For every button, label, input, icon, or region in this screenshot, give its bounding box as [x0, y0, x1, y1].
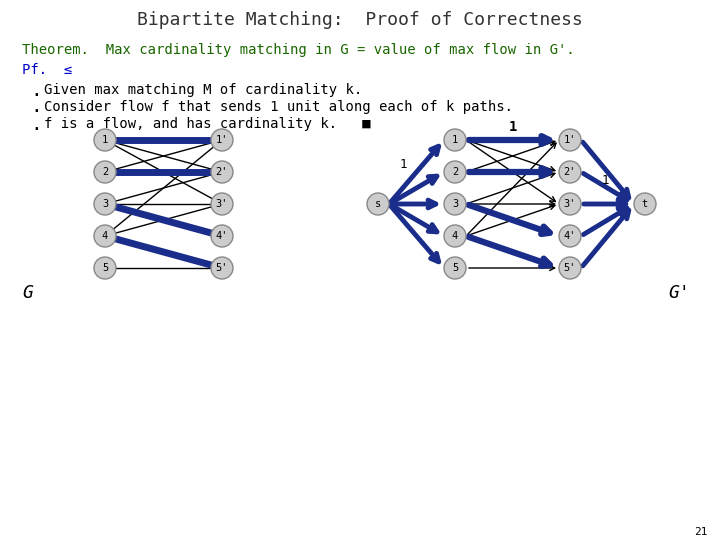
Text: 5: 5	[452, 263, 458, 273]
Circle shape	[444, 257, 466, 279]
Text: 2': 2'	[216, 167, 228, 177]
Text: Given max matching M of cardinality k.: Given max matching M of cardinality k.	[44, 83, 362, 97]
Text: .: .	[30, 98, 42, 117]
Text: 3': 3'	[216, 199, 228, 209]
Text: Theorem.  Max cardinality matching in G = value of max flow in G'.: Theorem. Max cardinality matching in G =…	[22, 43, 575, 57]
Circle shape	[559, 257, 581, 279]
Circle shape	[94, 225, 116, 247]
Circle shape	[94, 161, 116, 183]
Text: 1: 1	[508, 120, 517, 134]
Text: 4': 4'	[216, 231, 228, 241]
Text: t: t	[642, 199, 648, 209]
Circle shape	[559, 225, 581, 247]
Text: 4: 4	[102, 231, 108, 241]
Text: 5: 5	[102, 263, 108, 273]
Circle shape	[367, 193, 389, 215]
Text: 21: 21	[695, 527, 708, 537]
Circle shape	[94, 257, 116, 279]
Text: 2: 2	[102, 167, 108, 177]
Circle shape	[444, 129, 466, 151]
Text: 4': 4'	[564, 231, 576, 241]
Text: Consider flow f that sends 1 unit along each of k paths.: Consider flow f that sends 1 unit along …	[44, 100, 513, 114]
Circle shape	[444, 225, 466, 247]
Text: 1: 1	[400, 158, 407, 171]
Text: G': G'	[668, 284, 690, 302]
Text: 1': 1'	[216, 135, 228, 145]
Circle shape	[211, 129, 233, 151]
Text: 2': 2'	[564, 167, 576, 177]
Text: .: .	[30, 80, 42, 99]
Circle shape	[444, 161, 466, 183]
Circle shape	[559, 161, 581, 183]
Circle shape	[211, 161, 233, 183]
Circle shape	[634, 193, 656, 215]
Text: s: s	[375, 199, 381, 209]
Text: 1: 1	[452, 135, 458, 145]
Circle shape	[559, 193, 581, 215]
Circle shape	[444, 193, 466, 215]
Circle shape	[211, 193, 233, 215]
Text: Pf.  ≤: Pf. ≤	[22, 63, 72, 77]
Circle shape	[211, 257, 233, 279]
Circle shape	[94, 193, 116, 215]
Text: G: G	[22, 284, 33, 302]
Circle shape	[94, 129, 116, 151]
Text: 1': 1'	[564, 135, 576, 145]
Text: 1: 1	[601, 173, 608, 186]
Text: 1: 1	[102, 135, 108, 145]
Text: 3: 3	[102, 199, 108, 209]
Text: 3': 3'	[564, 199, 576, 209]
Text: 2: 2	[452, 167, 458, 177]
Text: .: .	[30, 114, 42, 133]
Circle shape	[559, 129, 581, 151]
Text: 5': 5'	[216, 263, 228, 273]
Text: Bipartite Matching:  Proof of Correctness: Bipartite Matching: Proof of Correctness	[137, 11, 583, 29]
Text: 4: 4	[452, 231, 458, 241]
Text: 3: 3	[452, 199, 458, 209]
Text: f is a flow, and has cardinality k.   ■: f is a flow, and has cardinality k. ■	[44, 117, 371, 131]
Circle shape	[211, 225, 233, 247]
Text: 5': 5'	[564, 263, 576, 273]
